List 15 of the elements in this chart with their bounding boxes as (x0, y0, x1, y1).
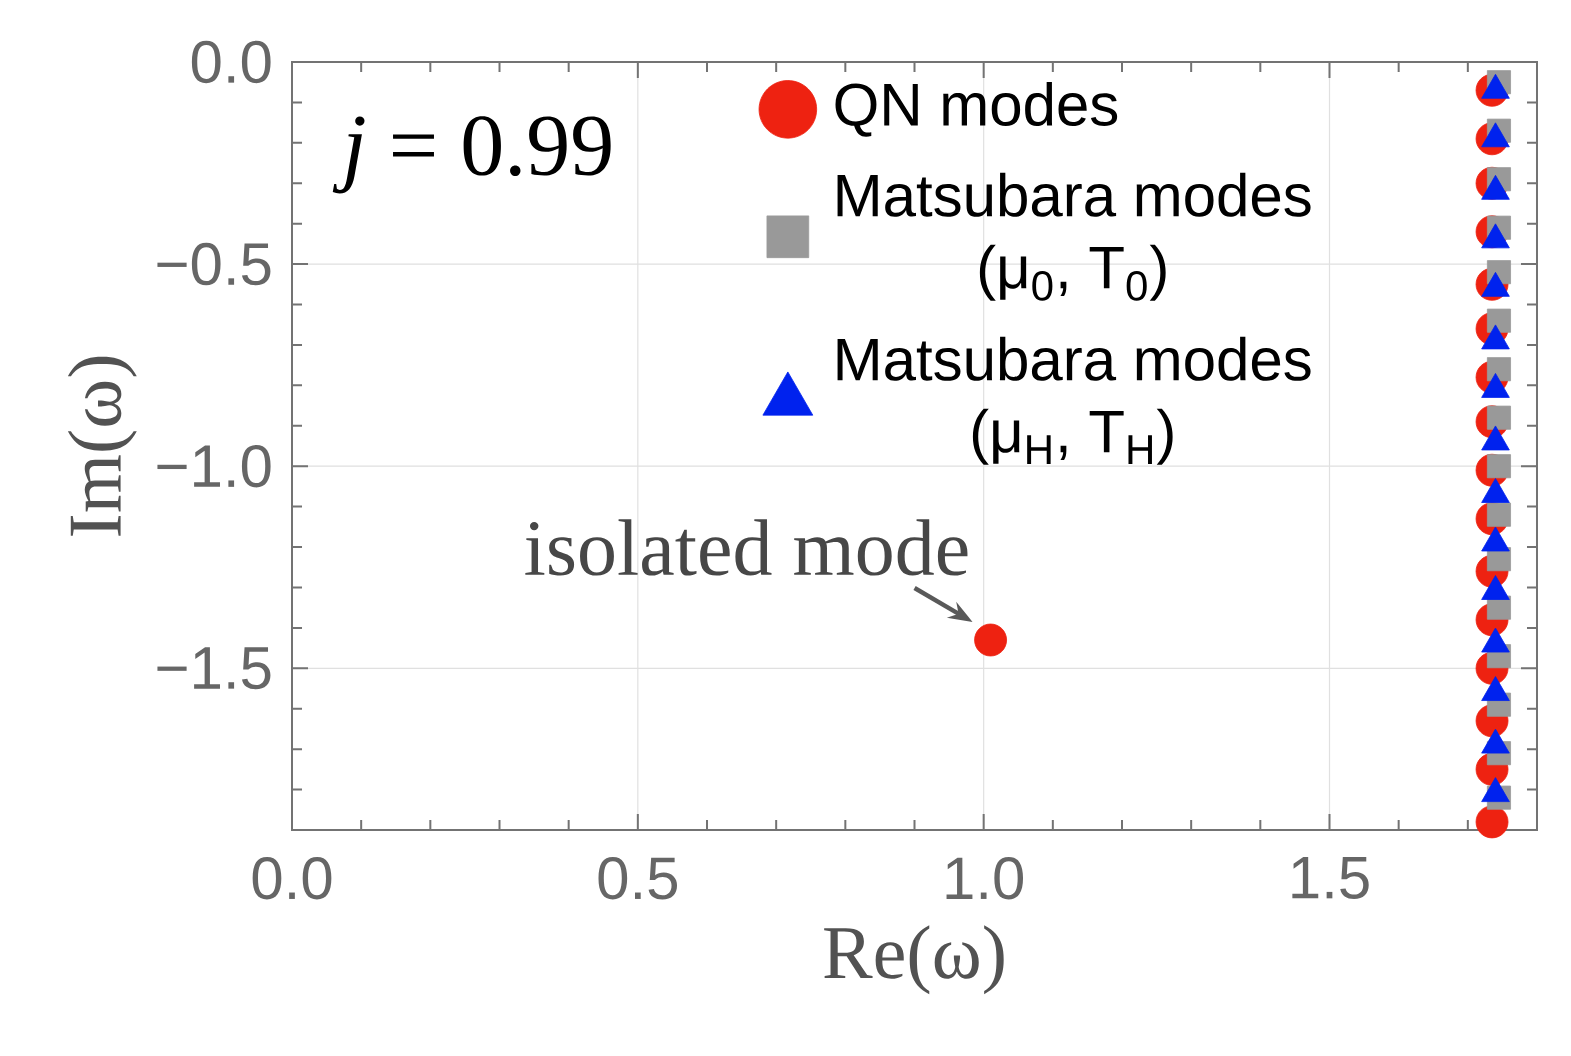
annotation: isolated mode (525, 519, 968, 576)
legend-label: Matsubara modes (μ$_{0}$, T$_{0}$) (837, 172, 1311, 301)
y-tick-label: 0.0 (191, 40, 271, 84)
x-tick-label: 0.5 (598, 857, 678, 900)
x-tick-label: 1.0 (946, 857, 1024, 900)
legend-label: QN modes (835, 81, 1118, 137)
y-tick-label: −0.5 (157, 242, 271, 286)
y-axis-title: Im(ω) (67, 356, 137, 536)
legend-label: Matsubara modes (μ$_{H}$, T$_{H}$) (837, 336, 1311, 465)
y-tick-label: −1.5 (157, 647, 271, 690)
x-tick-label: 1.5 (1292, 857, 1369, 899)
x-tick-label: 0.0 (252, 857, 332, 900)
annotation: j = 0.99 (332, 116, 611, 194)
x-axis-title: Re(ω) (824, 925, 1004, 995)
y-tick-label: −1.0 (157, 444, 271, 488)
